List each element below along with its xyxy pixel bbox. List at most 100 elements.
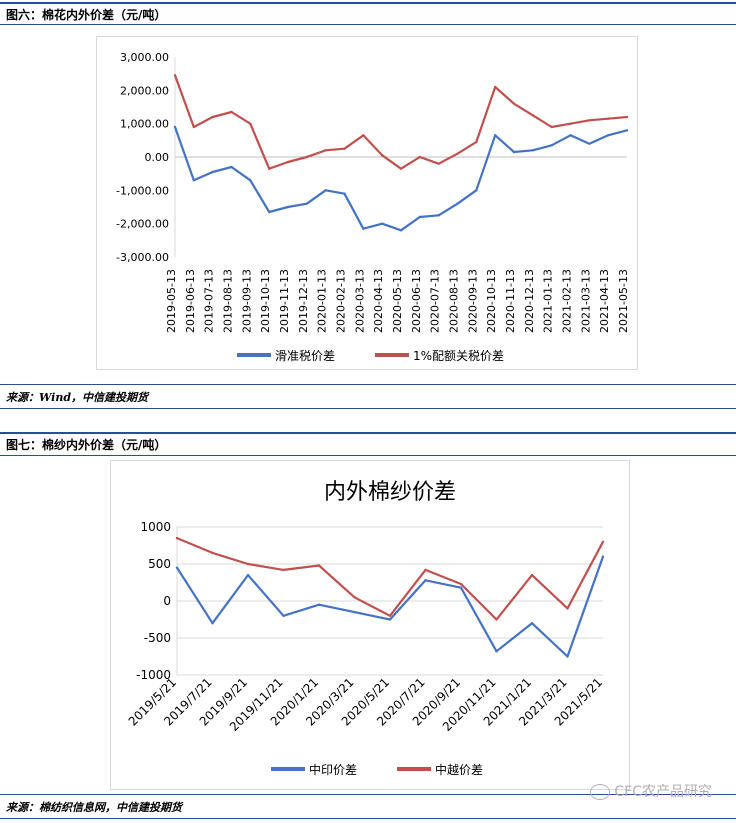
data-point — [530, 622, 534, 625]
watermark-text: CFC农产品研究 — [614, 784, 712, 800]
figure7-chart-frame: 内外棉纱价差 1000 500 0 -500 -1000 2019/5/21 2019/7/2… — [110, 460, 630, 790]
x-tick-label: 2021-02-13 — [561, 269, 574, 333]
x-tick-label: 2019-09-13 — [240, 269, 253, 333]
x-tick-label: 2020-11-13 — [504, 269, 517, 333]
figure7-bottom-rule — [0, 818, 736, 819]
data-point — [399, 229, 403, 232]
data-point — [456, 202, 459, 205]
figure6-header-rule — [0, 24, 736, 25]
data-point — [192, 179, 196, 182]
data-point — [230, 110, 233, 114]
data-point — [495, 650, 498, 653]
data-point — [456, 152, 459, 155]
figure7-header: 图七：棉纱内外价差（元/吨） — [6, 438, 167, 452]
data-point — [324, 149, 327, 152]
figure7-chart: 内外棉纱价差10005000-500-10002019/5/212019/7/2… — [126, 480, 605, 777]
x-tick-label: 2019-06-13 — [184, 269, 197, 333]
data-point — [305, 155, 309, 159]
series-line-1 — [173, 126, 628, 232]
x-tick-label: 2020-12-13 — [523, 269, 536, 333]
data-point — [173, 125, 177, 129]
data-point — [399, 167, 403, 170]
wechat-icon — [590, 784, 611, 800]
top-rule — [0, 2, 736, 4]
data-point — [625, 115, 629, 119]
data-point — [601, 540, 605, 543]
x-tick-label: 2020-02-13 — [335, 269, 348, 333]
figure7-top-rule — [0, 432, 736, 434]
data-point — [418, 155, 422, 159]
legend-label-1: 滑准税价差 — [275, 349, 335, 363]
data-point — [459, 582, 463, 586]
series-line-2 — [176, 537, 604, 621]
x-tick-label: 2019-08-13 — [222, 269, 235, 333]
data-point — [362, 134, 365, 137]
figure6-source: 来源：Wind，中信建投期货 — [6, 391, 149, 404]
series-line-1 — [176, 556, 605, 658]
data-point — [362, 227, 365, 230]
y-tick-label: 0.00 — [145, 151, 170, 164]
data-point — [493, 85, 497, 89]
data-point — [459, 586, 463, 589]
legend-label-2: 1%配额关税价差 — [413, 349, 504, 363]
data-point — [569, 134, 572, 137]
data-point — [437, 162, 440, 165]
data-point — [512, 150, 516, 154]
figure7-source-rule — [0, 794, 736, 795]
x-tick-label: 2019-12-13 — [297, 269, 310, 333]
y-tick-label: 3,000.00 — [120, 51, 169, 64]
data-point — [317, 564, 321, 567]
y-tick-label: -1000 — [136, 668, 171, 682]
data-point — [286, 160, 290, 164]
x-tick-label: 2020-03-13 — [353, 269, 366, 333]
x-tick-label: 2019-07-13 — [203, 269, 216, 333]
data-point — [249, 179, 252, 182]
x-tick-label: 2019-05-13 — [165, 269, 178, 333]
data-point — [343, 192, 346, 195]
data-point — [282, 614, 285, 617]
data-point — [550, 144, 553, 147]
series-line-2 — [173, 74, 628, 170]
figure6-bottom-rule — [0, 408, 736, 409]
figure7-header-rule — [0, 455, 736, 456]
data-point — [388, 618, 392, 621]
data-point — [267, 210, 271, 214]
data-point — [601, 555, 605, 558]
y-tick-label: 2,000.00 — [120, 84, 169, 97]
y-tick-label: -3,000.00 — [116, 251, 169, 264]
data-point — [211, 551, 214, 555]
y-tick-label: -500 — [144, 631, 171, 645]
data-point — [282, 568, 285, 572]
data-point — [495, 618, 498, 621]
y-tick-label: -2,000.00 — [116, 218, 169, 231]
data-point — [566, 655, 569, 658]
x-tick-label: 2019-10-13 — [259, 269, 272, 333]
data-point — [267, 167, 271, 170]
x-tick-label: 2021-04-13 — [598, 269, 611, 333]
legend-label-2: 中越价差 — [435, 762, 483, 777]
data-point — [550, 125, 553, 129]
x-tick-label: 2020-09-13 — [466, 269, 479, 333]
data-point — [531, 114, 535, 117]
data-point — [569, 122, 572, 125]
data-point — [211, 622, 214, 625]
data-point — [531, 149, 535, 152]
y-tick-label: 1,000.00 — [120, 118, 169, 131]
data-point — [475, 140, 478, 144]
x-tick-label: 2021-01-13 — [542, 269, 555, 333]
watermark: CFC农产品研究 — [590, 781, 712, 801]
data-point — [353, 596, 356, 599]
x-tick-label: 2020-05-13 — [391, 269, 404, 333]
data-point — [173, 74, 177, 77]
data-point — [192, 125, 196, 129]
x-tick-label: 2020-07-13 — [429, 269, 442, 333]
data-point — [475, 189, 478, 192]
figure7-source: 来源：棉纺织信息网，中信建投期货 — [6, 801, 182, 814]
data-point — [606, 134, 610, 137]
data-point — [493, 134, 497, 137]
data-point — [324, 189, 327, 192]
x-tick-label: 2020-01-13 — [316, 269, 329, 333]
figure6-header: 图六：棉花内外价差（元/吨） — [6, 8, 167, 22]
data-point — [246, 562, 250, 566]
data-point — [530, 573, 534, 577]
